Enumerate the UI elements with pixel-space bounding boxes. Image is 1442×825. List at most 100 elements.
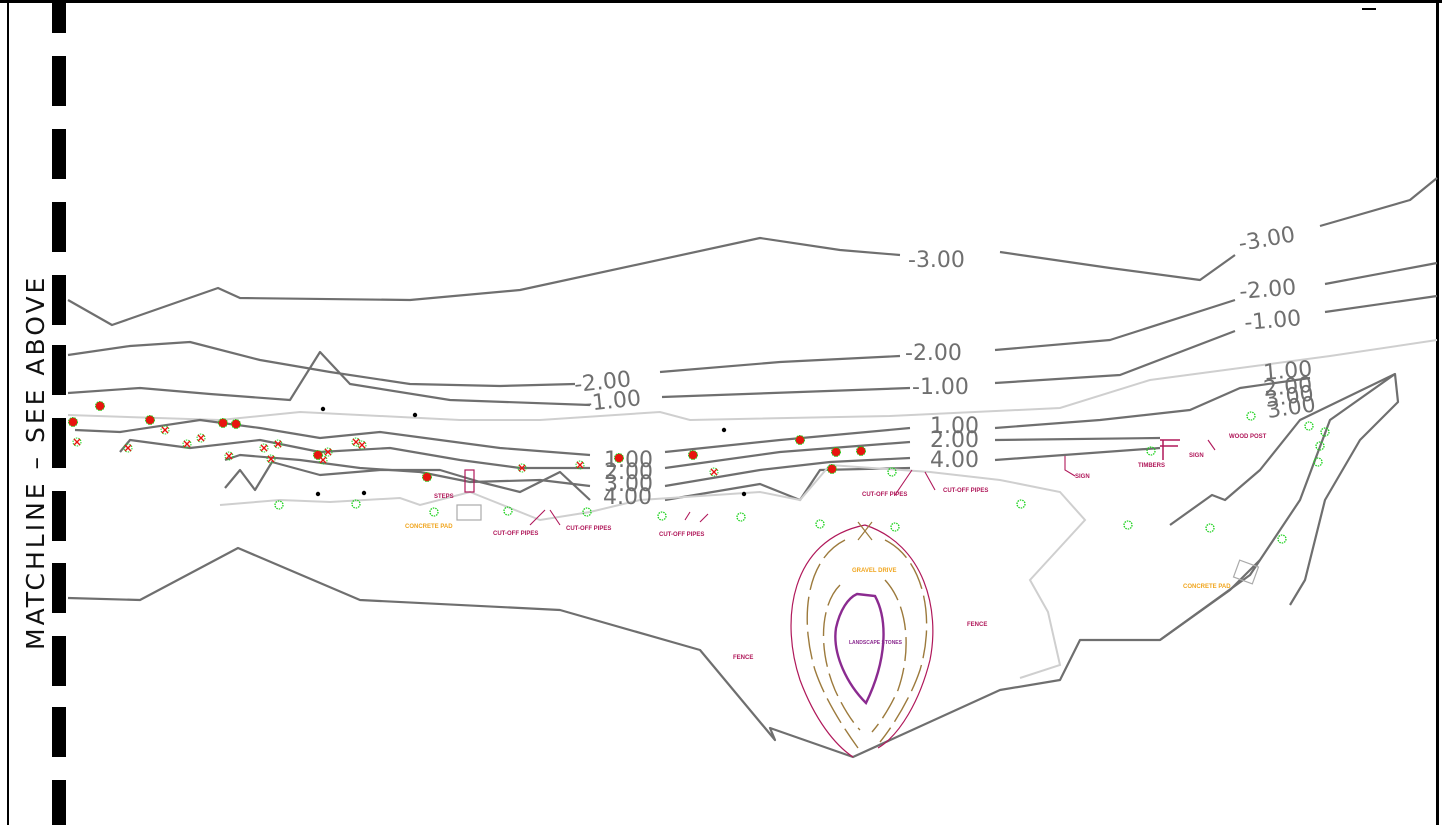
gravel-ring-outer-w — [806, 539, 859, 749]
tree-removed-icon — [422, 472, 432, 482]
tree-cross-icon — [318, 455, 328, 465]
contour-label-pos2-center: 2.00 — [930, 428, 979, 453]
gravel-ring-inner-w — [822, 584, 861, 731]
label-concrete-pad-right: CONCRETE PAD — [1183, 584, 1231, 590]
concrete-pad-left — [456, 504, 482, 521]
tree-existing-icon — [274, 500, 284, 510]
contour-label-pos4-left: 4.00 — [603, 485, 652, 510]
tree-existing-icon — [1320, 427, 1330, 437]
tree-removed-icon — [68, 417, 78, 427]
contour-neg1 — [67, 294, 1438, 407]
tree-cross-icon — [123, 443, 133, 453]
tree-cross-icon — [196, 433, 206, 443]
tree-existing-icon — [1205, 523, 1215, 533]
contour-label-neg2-center: -2.00 — [905, 341, 962, 366]
contour-label-pos1-right: 1.00 — [1262, 357, 1313, 386]
contour-pos5-south — [1159, 559, 1261, 641]
label-concrete-pad-left: CONCRETE PAD — [405, 524, 453, 530]
tree-symbols — [68, 401, 1330, 544]
gravel-drive-area — [790, 521, 934, 758]
label-wood-post: WOOD POST — [1229, 434, 1267, 440]
contour-pos5-light — [219, 463, 1087, 679]
tree-cross-icon — [160, 425, 170, 435]
tree-removed-icon — [145, 415, 155, 425]
tree-existing-icon — [429, 507, 439, 517]
contour-label-pos1-center: 1.00 — [930, 414, 979, 439]
tree-existing-icon — [1277, 534, 1287, 544]
label-sign-1: SIGN — [1075, 474, 1090, 480]
label-gravel-drive: GRAVEL DRIVE — [852, 568, 896, 574]
tree-existing-icon — [582, 507, 592, 517]
tree-existing-icon — [1313, 457, 1323, 467]
label-fence-west: FENCE — [733, 655, 753, 661]
label-cut-off-pipes-1: CUT-OFF PIPES — [493, 531, 538, 537]
contour-pos1 — [74, 376, 1311, 457]
tree-cross-icon — [709, 467, 719, 477]
tree-cross-icon — [517, 463, 527, 473]
label-landscape-stones: LANDSCAPE STONES — [849, 640, 903, 646]
contour-label-pos1-left: 1.00 — [604, 448, 653, 473]
sign-marker — [1064, 439, 1216, 477]
label-cut-off-pipes-3: CUT-OFF PIPES — [659, 532, 704, 538]
label-cut-off-pipes-2: CUT-OFF PIPES — [566, 526, 611, 532]
label-fence-east: FENCE — [967, 622, 987, 628]
fence-line-east — [864, 524, 934, 749]
contour-pos5-east — [1169, 373, 1396, 526]
tree-cross-icon — [224, 451, 234, 461]
contour-shoreline-low — [67, 372, 1400, 759]
site-features — [456, 439, 1260, 585]
tree-cross-icon — [273, 439, 283, 449]
tree-existing-icon — [890, 522, 900, 532]
contour-label-pos3-left: 3.00 — [604, 472, 653, 497]
tree-existing-icon — [503, 506, 513, 516]
tree-cross-icon — [259, 443, 269, 453]
annotation-labels: STEPS CONCRETE PAD CONCRETE PAD CUT-OFF … — [405, 434, 1267, 661]
fence-line-west — [790, 524, 866, 758]
tree-removed-icon — [795, 435, 805, 445]
tree-cross-icon — [323, 447, 333, 457]
tree-removed-icon — [827, 464, 837, 474]
tree-removed-icon — [688, 450, 698, 460]
concrete-pad-right — [1232, 559, 1260, 585]
tree-existing-icon — [1246, 411, 1256, 421]
steps-structure — [464, 469, 475, 493]
contour-labels: -3.00 -3.00 -2.00 -2.00 -2.00 -1.00 -1.0… — [573, 222, 1317, 510]
contour-label-pos4-center: 4.00 — [930, 448, 979, 473]
contour-label-neg2-left: -2.00 — [573, 367, 632, 398]
label-cut-off-pipes-4: CUT-OFF PIPES — [862, 492, 907, 498]
contour-label-neg3-center: -3.00 — [908, 248, 965, 273]
tree-existing-icon — [1315, 441, 1325, 451]
contour-label-pos2-left: 2.00 — [604, 460, 653, 485]
tree-existing-icon — [1123, 520, 1133, 530]
contour-label-neg1-center: -1.00 — [912, 375, 969, 400]
contour-label-neg3-right: -3.00 — [1237, 222, 1297, 257]
label-timbers: TIMBERS — [1138, 463, 1165, 469]
contour-lines — [67, 177, 1438, 759]
contour-neg2 — [67, 261, 1438, 388]
contour-neg3 — [67, 177, 1438, 327]
contour-label-neg1-right: -1.00 — [1243, 306, 1302, 336]
tree-cross-icon — [357, 440, 367, 450]
contour-label-pos3-right-b: 3.00 — [1265, 392, 1317, 424]
tree-existing-icon — [351, 499, 361, 509]
tree-cross-icon — [575, 460, 585, 470]
tree-removed-icon — [218, 418, 228, 428]
tree-existing-icon — [887, 467, 897, 477]
matchline-label: MATCHLINE – SEE ABOVE — [21, 275, 50, 650]
label-cut-off-pipes-5: CUT-OFF PIPES — [943, 488, 988, 494]
landscape-stones-outline — [834, 592, 885, 706]
timbers-marker — [1160, 439, 1180, 460]
tree-cross-icon — [266, 454, 276, 464]
gravel-ring-outer-e — [879, 539, 928, 743]
tree-removed-icon — [231, 419, 241, 429]
contour-label-neg1-left: -1.00 — [583, 386, 642, 417]
gravel-ring-inner-e — [871, 579, 907, 733]
cut-off-pipe-markers — [529, 469, 936, 526]
gravel-cross — [857, 521, 873, 541]
tree-removed-icon — [856, 446, 866, 456]
label-steps: STEPS — [434, 494, 454, 500]
label-sign-2: SIGN — [1189, 453, 1204, 459]
contour-label-neg2-right: -2.00 — [1238, 275, 1297, 305]
